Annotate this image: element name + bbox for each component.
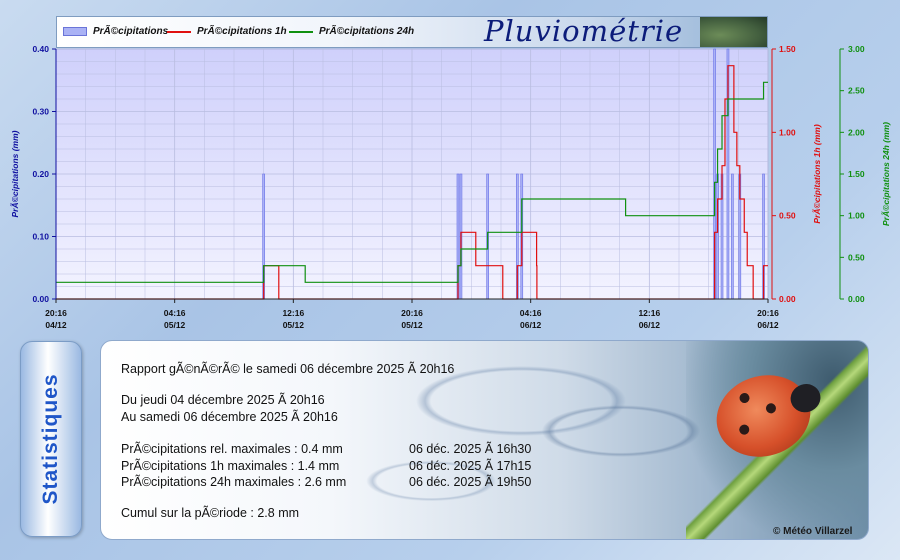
left-tick-label: 0.30 — [32, 107, 49, 117]
stat-period-from: Du jeudi 04 décembre 2025 Ã 20h16 — [121, 393, 325, 407]
stats-side-panel: Statistiques — [20, 341, 82, 537]
right1-tick-label: 1.50 — [779, 44, 796, 54]
legend-swatch-1h — [167, 31, 191, 33]
chart-legend: PrÃ©cipitations PrÃ©cipitations 1h PrÃ©c… — [56, 16, 768, 48]
legend-swatch-precip — [63, 27, 87, 36]
stat-max-24h: PrÃ©cipitations 24h maximales : 2.6 mm — [121, 475, 347, 489]
series-line-24h — [56, 81, 768, 283]
rain-chart: 0.00 0.10 0.20 0.30 0.40 PrÃ©cipitations (mm)… — [10, 44, 891, 330]
x-tick-label-time: 20:16 — [401, 308, 423, 318]
stat-max-rel-date: 06 déc. 2025 Ã 16h30 — [409, 442, 532, 456]
right2-tick-label: 3.00 — [848, 44, 865, 54]
right1-axis-label: PrÃ©cipitations 1h (mm) — [812, 124, 822, 223]
x-tick-label-date: 04/12 — [45, 320, 67, 330]
x-tick-label-date: 05/12 — [401, 320, 423, 330]
x-tick-label-date: 05/12 — [164, 320, 186, 330]
ladybug-image — [700, 17, 767, 47]
stat-max-1h-date: 06 déc. 2025 Ã 17h15 — [409, 459, 532, 473]
stat-max-rel: PrÃ©cipitations rel. maximales : 0.4 mm — [121, 442, 343, 456]
x-tick-label-time: 12:16 — [282, 308, 304, 318]
right2-tick-label: 1.00 — [848, 211, 865, 221]
x-tick-label-date: 06/12 — [757, 320, 779, 330]
left-tick-label: 0.10 — [32, 232, 49, 242]
x-tick-label-date: 06/12 — [520, 320, 542, 330]
right1-tick-label: 1.00 — [779, 127, 796, 137]
x-tick-label-time: 12:16 — [638, 308, 660, 318]
left-axis-label: PrÃ©cipitations (mm) — [10, 130, 20, 217]
legend-label-1h: PrÃ©cipitations 1h — [197, 26, 287, 37]
right1-tick-label: 0.50 — [779, 211, 796, 221]
stats-side-label: Statistiques — [39, 373, 62, 505]
precip-bar — [716, 173, 719, 300]
legend-swatch-24h — [289, 31, 313, 33]
left-tick-label: 0.40 — [32, 44, 49, 54]
right2-tick-label: 0.50 — [848, 252, 865, 262]
left-tick-label: 0.00 — [32, 294, 49, 304]
stats-panel: Rapport gÃ©nÃ©rÃ© le samedi 06 décembre … — [100, 340, 869, 540]
x-tick-label-time: 20:16 — [45, 308, 67, 318]
stat-max-24h-date: 06 déc. 2025 Ã 19h50 — [409, 475, 532, 489]
x-tick-label-time: 04:16 — [520, 308, 542, 318]
stat-total: Cumul sur la pÃ©riode : 2.8 mm — [121, 506, 300, 520]
x-tick-label-date: 05/12 — [283, 320, 305, 330]
right2-axis-label: PrÃ©cipitations 24h (mm) — [881, 122, 891, 226]
legend-label-precip: PrÃ©cipitations — [93, 26, 169, 37]
right2-tick-label: 2.50 — [848, 86, 865, 96]
right1-tick-label: 0.00 — [779, 294, 796, 304]
left-tick-label: 0.20 — [32, 169, 49, 179]
stat-max-1h: PrÃ©cipitations 1h maximales : 1.4 mm — [121, 459, 340, 473]
stat-report-date: Rapport gÃ©nÃ©rÃ© le samedi 06 décembre … — [121, 362, 455, 376]
right2-tick-label: 2.00 — [848, 127, 865, 137]
x-tick-label-date: 06/12 — [639, 320, 661, 330]
precip-bar — [731, 173, 734, 300]
copyright-text: © Météo Villarzel — [773, 526, 853, 537]
right2-tick-label: 1.50 — [848, 169, 865, 179]
x-tick-label-time: 20:16 — [757, 308, 779, 318]
x-tick-label-time: 04:16 — [164, 308, 186, 318]
stat-period-to: Au samedi 06 décembre 2025 Ã 20h16 — [121, 410, 338, 424]
chart-title: Pluviométrie — [484, 14, 684, 48]
legend-label-24h: PrÃ©cipitations 24h — [319, 26, 415, 37]
right2-tick-label: 0.00 — [848, 294, 865, 304]
